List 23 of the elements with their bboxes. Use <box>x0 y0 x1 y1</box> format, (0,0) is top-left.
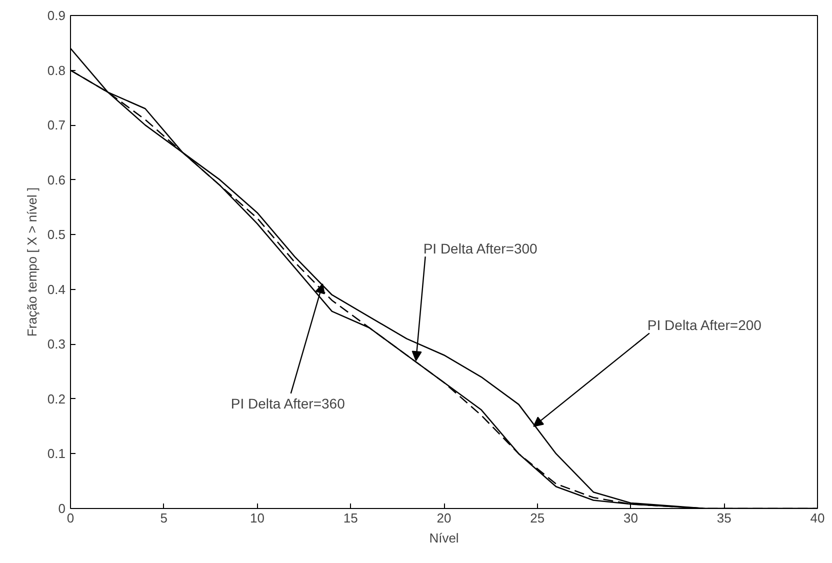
y-tick-label: 0.7 <box>47 118 66 133</box>
x-tick-label: 20 <box>436 510 452 526</box>
y-tick-label: 0.3 <box>47 336 66 352</box>
x-axis-title: Nível <box>429 530 459 546</box>
y-tick-label: 0.2 <box>47 391 66 406</box>
y-tick-label: 0.4 <box>47 282 66 297</box>
annotation: PI Delta After=300 <box>423 240 538 257</box>
y-tick-label: 0.6 <box>47 172 66 188</box>
x-tick-label: 25 <box>530 510 545 526</box>
annotation: PI Delta After=200 <box>647 317 762 334</box>
y-tick-label: 0 <box>58 501 66 516</box>
x-tick-label: 5 <box>160 510 168 526</box>
annotation: PI Delta After=360 <box>230 395 346 412</box>
y-axis-title: Fração tempo [ X > nível ] <box>24 187 40 337</box>
y-tick-label: 0.1 <box>47 446 66 462</box>
x-tick-label: 10 <box>250 510 264 526</box>
y-tick-label: 0.9 <box>47 8 66 23</box>
y-tick-label: 0.5 <box>47 227 66 242</box>
x-tick-label: 30 <box>624 510 638 526</box>
y-tick-label: 0.8 <box>47 62 66 78</box>
x-tick-label: 35 <box>716 510 732 526</box>
x-tick-label: 15 <box>343 510 358 526</box>
x-tick-label: 40 <box>810 510 825 526</box>
